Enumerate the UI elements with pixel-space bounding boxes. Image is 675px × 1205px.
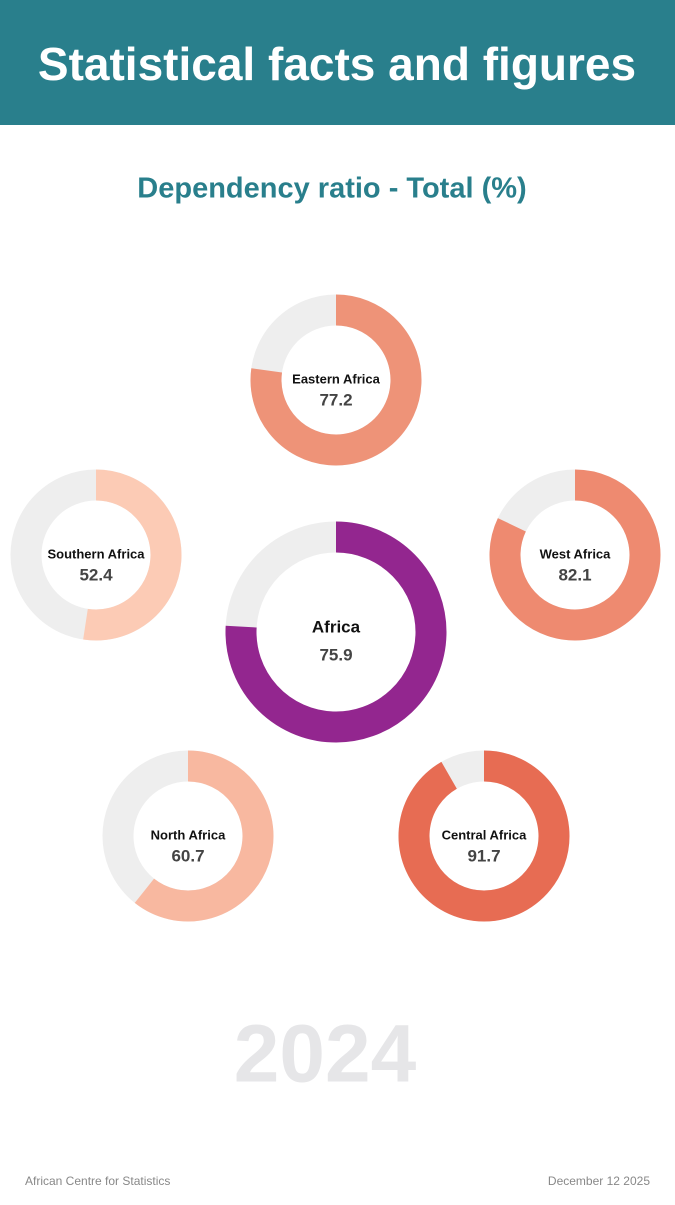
header-title: Statistical facts and figures <box>38 38 636 90</box>
donut-value: 82.1 <box>558 565 591 584</box>
donut-label: Eastern Africa <box>292 371 380 386</box>
header-band <box>0 0 675 125</box>
footer-source: African Centre for Statistics <box>25 1174 170 1188</box>
chart-title: Dependency ratio - Total (%) <box>137 173 526 205</box>
donut-arc <box>83 469 182 641</box>
donut-value: 91.7 <box>467 846 500 865</box>
donut-arc <box>134 750 274 922</box>
donut-arc <box>489 469 661 641</box>
donut-label: North Africa <box>151 827 226 842</box>
donut-arc <box>398 750 570 922</box>
donut-value: 52.4 <box>79 565 113 584</box>
donut-label: Southern Africa <box>47 546 145 561</box>
donut-label: Africa <box>312 617 361 636</box>
donut-value: 75.9 <box>319 645 352 664</box>
donut-label: West Africa <box>540 546 612 561</box>
donut-label: Central Africa <box>442 827 528 842</box>
footer-date: December 12 2025 <box>548 1174 650 1188</box>
donut-value: 77.2 <box>319 390 352 409</box>
donut-arc <box>225 521 447 743</box>
donut-value: 60.7 <box>171 846 204 865</box>
year: 2024 <box>234 1009 417 1100</box>
donut-arc <box>250 294 422 466</box>
